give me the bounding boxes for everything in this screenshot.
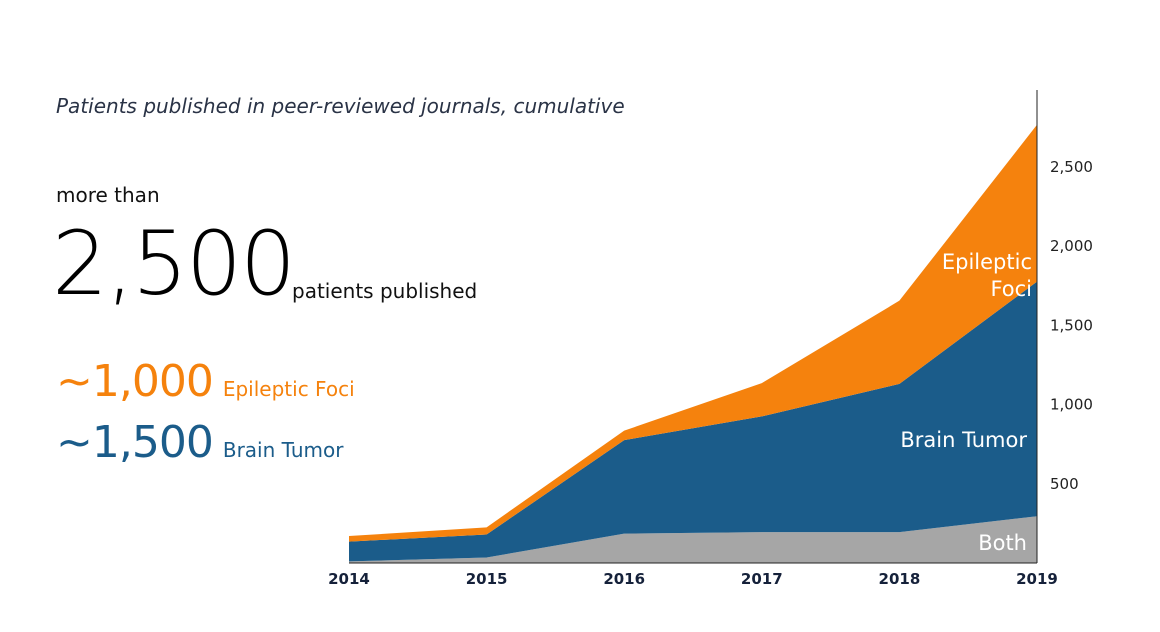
series-label-epileptic-foci: Epileptic [942, 250, 1032, 274]
series-area-epileptic-foci [349, 124, 1037, 542]
x-tick-label: 2014 [328, 570, 370, 588]
series-label-epileptic-foci: Foci [990, 277, 1032, 301]
y-tick-label: 2,500 [1050, 158, 1093, 176]
stat-brain-tumor-label: Brain Tumor [222, 438, 344, 462]
chart-subtitle: Patients published in peer-reviewed jour… [56, 94, 625, 118]
stat-epileptic-foci-label: Epileptic Foci [222, 377, 355, 401]
headline-suffix: patients published [292, 279, 478, 303]
y-tick-label: 500 [1050, 475, 1079, 493]
stat-epileptic-foci-value: ~1,000 [56, 356, 214, 407]
stat-brain-tumor: ~1,500 Brain Tumor [56, 417, 343, 468]
y-tick-label: 2,000 [1050, 237, 1093, 255]
y-tick-label: 1,000 [1050, 396, 1093, 414]
headline-prefix: more than [56, 183, 160, 207]
headline-number: 2,500 [52, 212, 296, 315]
x-tick-label: 2017 [741, 570, 783, 588]
x-tick-label: 2019 [1016, 570, 1058, 588]
y-tick-label: 1,500 [1050, 316, 1093, 334]
x-tick-label: 2018 [879, 570, 921, 588]
series-label-brain-tumor: Brain Tumor [900, 428, 1027, 452]
stat-epileptic-foci: ~1,000 Epileptic Foci [56, 356, 355, 407]
series-area-both [349, 516, 1037, 563]
x-tick-label: 2016 [603, 570, 645, 588]
x-tick-label: 2015 [466, 570, 508, 588]
series-area-brain-tumor [349, 281, 1037, 562]
stat-brain-tumor-value: ~1,500 [56, 417, 214, 468]
series-label-both: Both [978, 531, 1027, 555]
